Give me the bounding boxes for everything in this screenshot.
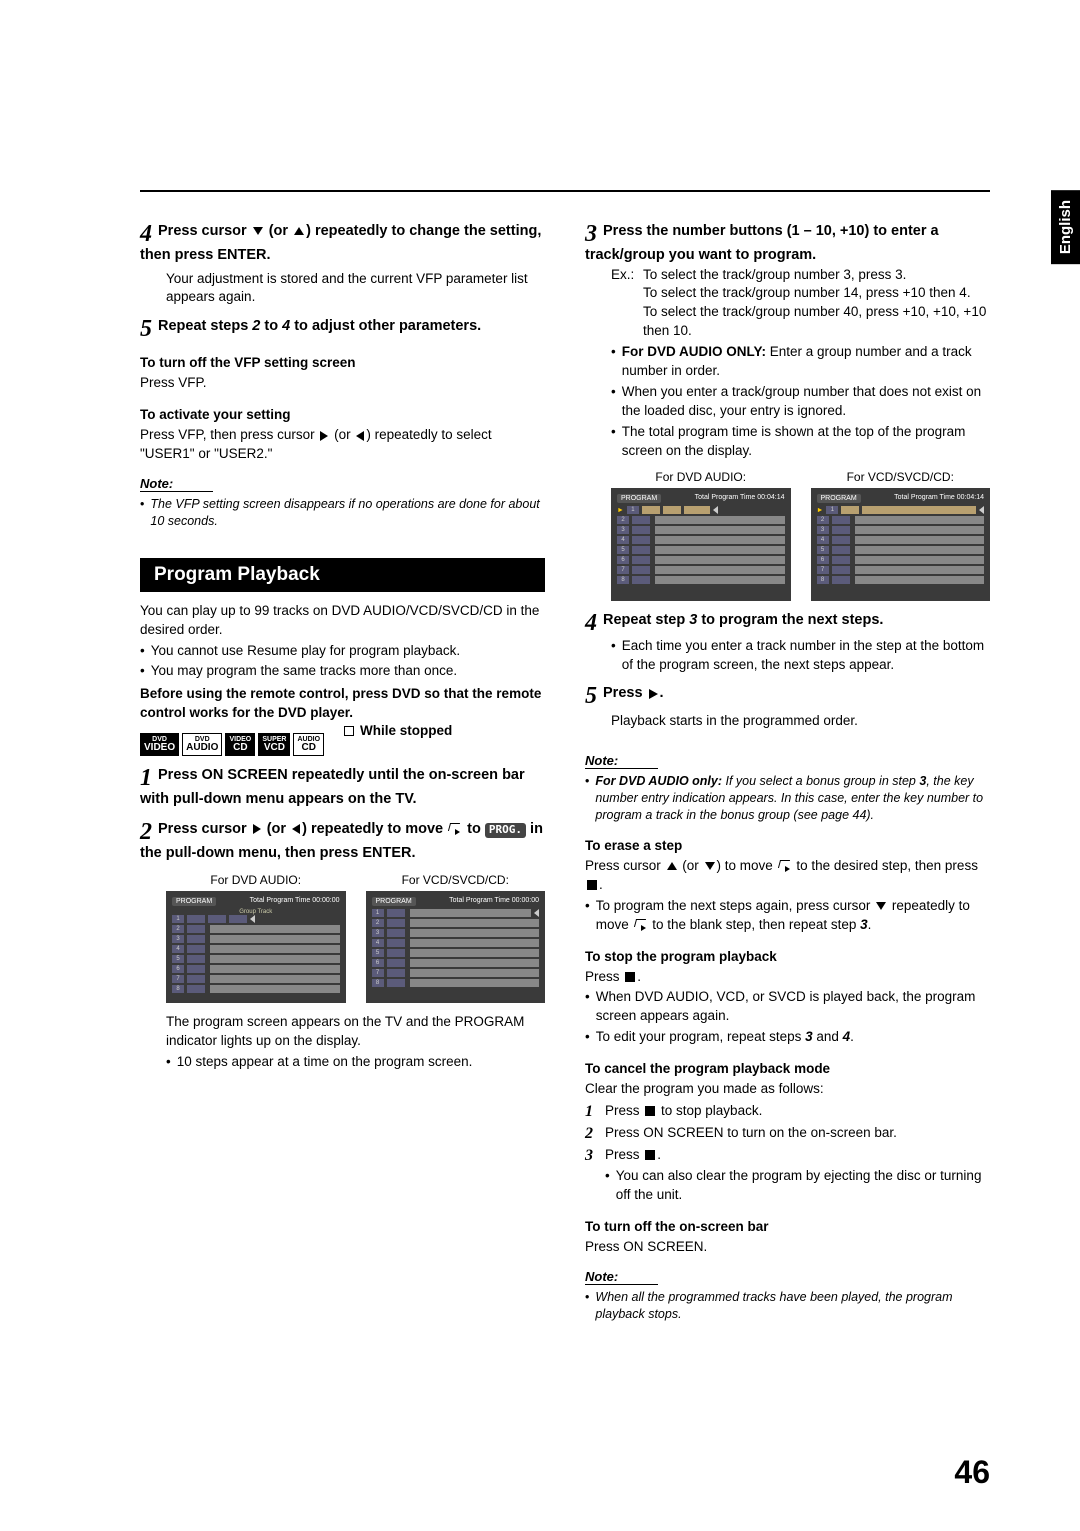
screen-vcd: PROGRAMTotal Program Time 00:00:00 1 2 3…	[366, 891, 546, 1003]
p-step1: 1Press ON SCREEN repeatedly until the on…	[140, 766, 545, 810]
cancel-n3b: You can also clear the program by ejecti…	[605, 1167, 990, 1205]
screen-label-dvdaudio: For DVD AUDIO:	[166, 873, 346, 887]
note1-label: Note:	[140, 476, 213, 492]
right-column: 3Press the number buttons (1 – 10, +10) …	[585, 222, 990, 1322]
left-step4: 4Press cursor (or ) repeatedly to change…	[140, 222, 545, 307]
cursor-flag-icon	[635, 919, 647, 931]
screen2-dvdaudio: PROGRAMTotal Program Time 00:04:14 ►1 2 …	[611, 488, 791, 600]
turnoff-body: Press VFP.	[140, 374, 545, 393]
play-icon	[649, 689, 658, 699]
stop-icon	[587, 880, 597, 890]
down-icon	[253, 227, 263, 235]
r3-b3: The total program time is shown at the t…	[611, 423, 990, 461]
left-column: 4Press cursor (or ) repeatedly to change…	[140, 222, 545, 1322]
note3-item: When all the programmed tracks have been…	[585, 1289, 990, 1323]
prog-chip: PROG.	[485, 823, 526, 838]
note1-item: The VFP setting screen disappears if no …	[140, 496, 545, 530]
stopprog-body: Press .	[585, 968, 990, 987]
stop-icon	[625, 972, 635, 982]
cancel-body: Clear the program you made as follows:	[585, 1080, 990, 1099]
screen-label-vcd: For VCD/SVCD/CD:	[366, 873, 546, 887]
before-line: Before using the remote control, press D…	[140, 685, 545, 723]
intro-text: You can play up to 99 tracks on DVD AUDI…	[140, 602, 545, 640]
screen2-vcd: PROGRAMTotal Program Time 00:04:14 ►1 2 …	[811, 488, 991, 600]
turnoffbar-body: Press ON SCREEN.	[585, 1238, 990, 1257]
left-icon	[356, 431, 364, 441]
section-program-playback: Program Playback	[140, 558, 545, 592]
while-stopped: While stopped	[344, 723, 452, 738]
stop-square-icon	[344, 726, 354, 736]
r3-b2: When you enter a track/group number that…	[611, 383, 990, 421]
activate-title: To activate your setting	[140, 407, 545, 422]
r-step5: 5Press . Playback starts in the programm…	[585, 684, 990, 731]
note2-item: For DVD AUDIO only: If you select a bonu…	[585, 773, 990, 824]
top-rule	[140, 190, 990, 192]
turnoffbar-title: To turn off the on-screen bar	[585, 1219, 990, 1234]
cursor-flag-icon	[449, 823, 461, 835]
up-icon	[294, 227, 304, 235]
turnoff-title: To turn off the VFP setting screen	[140, 355, 545, 370]
r-step3: 3Press the number buttons (1 – 10, +10) …	[585, 222, 990, 460]
activate-body: Press VFP, then press cursor (or ) repea…	[140, 426, 545, 464]
note2-label: Note:	[585, 753, 658, 769]
erase-title: To erase a step	[585, 838, 990, 853]
right-icon	[253, 824, 261, 834]
r3-b1: For DVD AUDIO ONLY: Enter a group number…	[611, 343, 990, 381]
p-step2: 2Press cursor (or ) repeatedly to move t…	[140, 820, 545, 864]
note3-label: Note:	[585, 1269, 658, 1285]
after-b: 10 steps appear at a time on the program…	[166, 1053, 545, 1072]
cancel-title: To cancel the program playback mode	[585, 1061, 990, 1076]
r5-body: Playback starts in the programmed order.	[611, 712, 990, 731]
screen2-label-vcd: For VCD/SVCD/CD:	[811, 470, 991, 484]
stopprog-title: To stop the program playback	[585, 949, 990, 964]
step4-body: Your adjustment is stored and the curren…	[166, 270, 545, 308]
disc-badges: DVDVIDEO DVDAUDIO VIDEOCD SUPERVCD AUDIO…	[140, 733, 324, 756]
erase-body: Press cursor (or ) to move to the desire…	[585, 857, 990, 895]
down-icon	[705, 862, 715, 870]
program-screens-right: For DVD AUDIO: PROGRAMTotal Program Time…	[611, 470, 990, 600]
left-icon	[292, 824, 300, 834]
screen2-label-dvdaudio: For DVD AUDIO:	[611, 470, 791, 484]
left-step5: 5Repeat steps 2 to 4 to adjust other par…	[140, 317, 545, 341]
up-icon	[667, 862, 677, 870]
stopprog-b1: When DVD AUDIO, VCD, or SVCD is played b…	[585, 988, 990, 1026]
r-step4: 4Repeat step 3 to program the next steps…	[585, 611, 990, 675]
erase-b1: To program the next steps again, press c…	[585, 897, 990, 935]
cancel-steps: 1Press to stop playback. 2Press ON SCREE…	[585, 1103, 990, 1165]
screen-dvdaudio: PROGRAMTotal Program Time 00:00:00 Group…	[166, 891, 346, 1003]
r4-b1: Each time you enter a track number in th…	[611, 637, 990, 675]
right-icon	[320, 431, 328, 441]
stopprog-b2: To edit your program, repeat steps 3 and…	[585, 1028, 990, 1047]
down-icon	[876, 902, 886, 910]
intro-b1: You cannot use Resume play for program p…	[140, 642, 545, 661]
intro-b2: You may program the same tracks more tha…	[140, 662, 545, 681]
program-screens-left: For DVD AUDIO: PROGRAMTotal Program Time…	[166, 873, 545, 1003]
cursor-flag-icon	[779, 860, 791, 872]
stop-icon	[645, 1106, 655, 1116]
page-number: 46	[954, 1454, 990, 1491]
stop-icon	[645, 1150, 655, 1160]
after-a: The program screen appears on the TV and…	[166, 1013, 545, 1051]
